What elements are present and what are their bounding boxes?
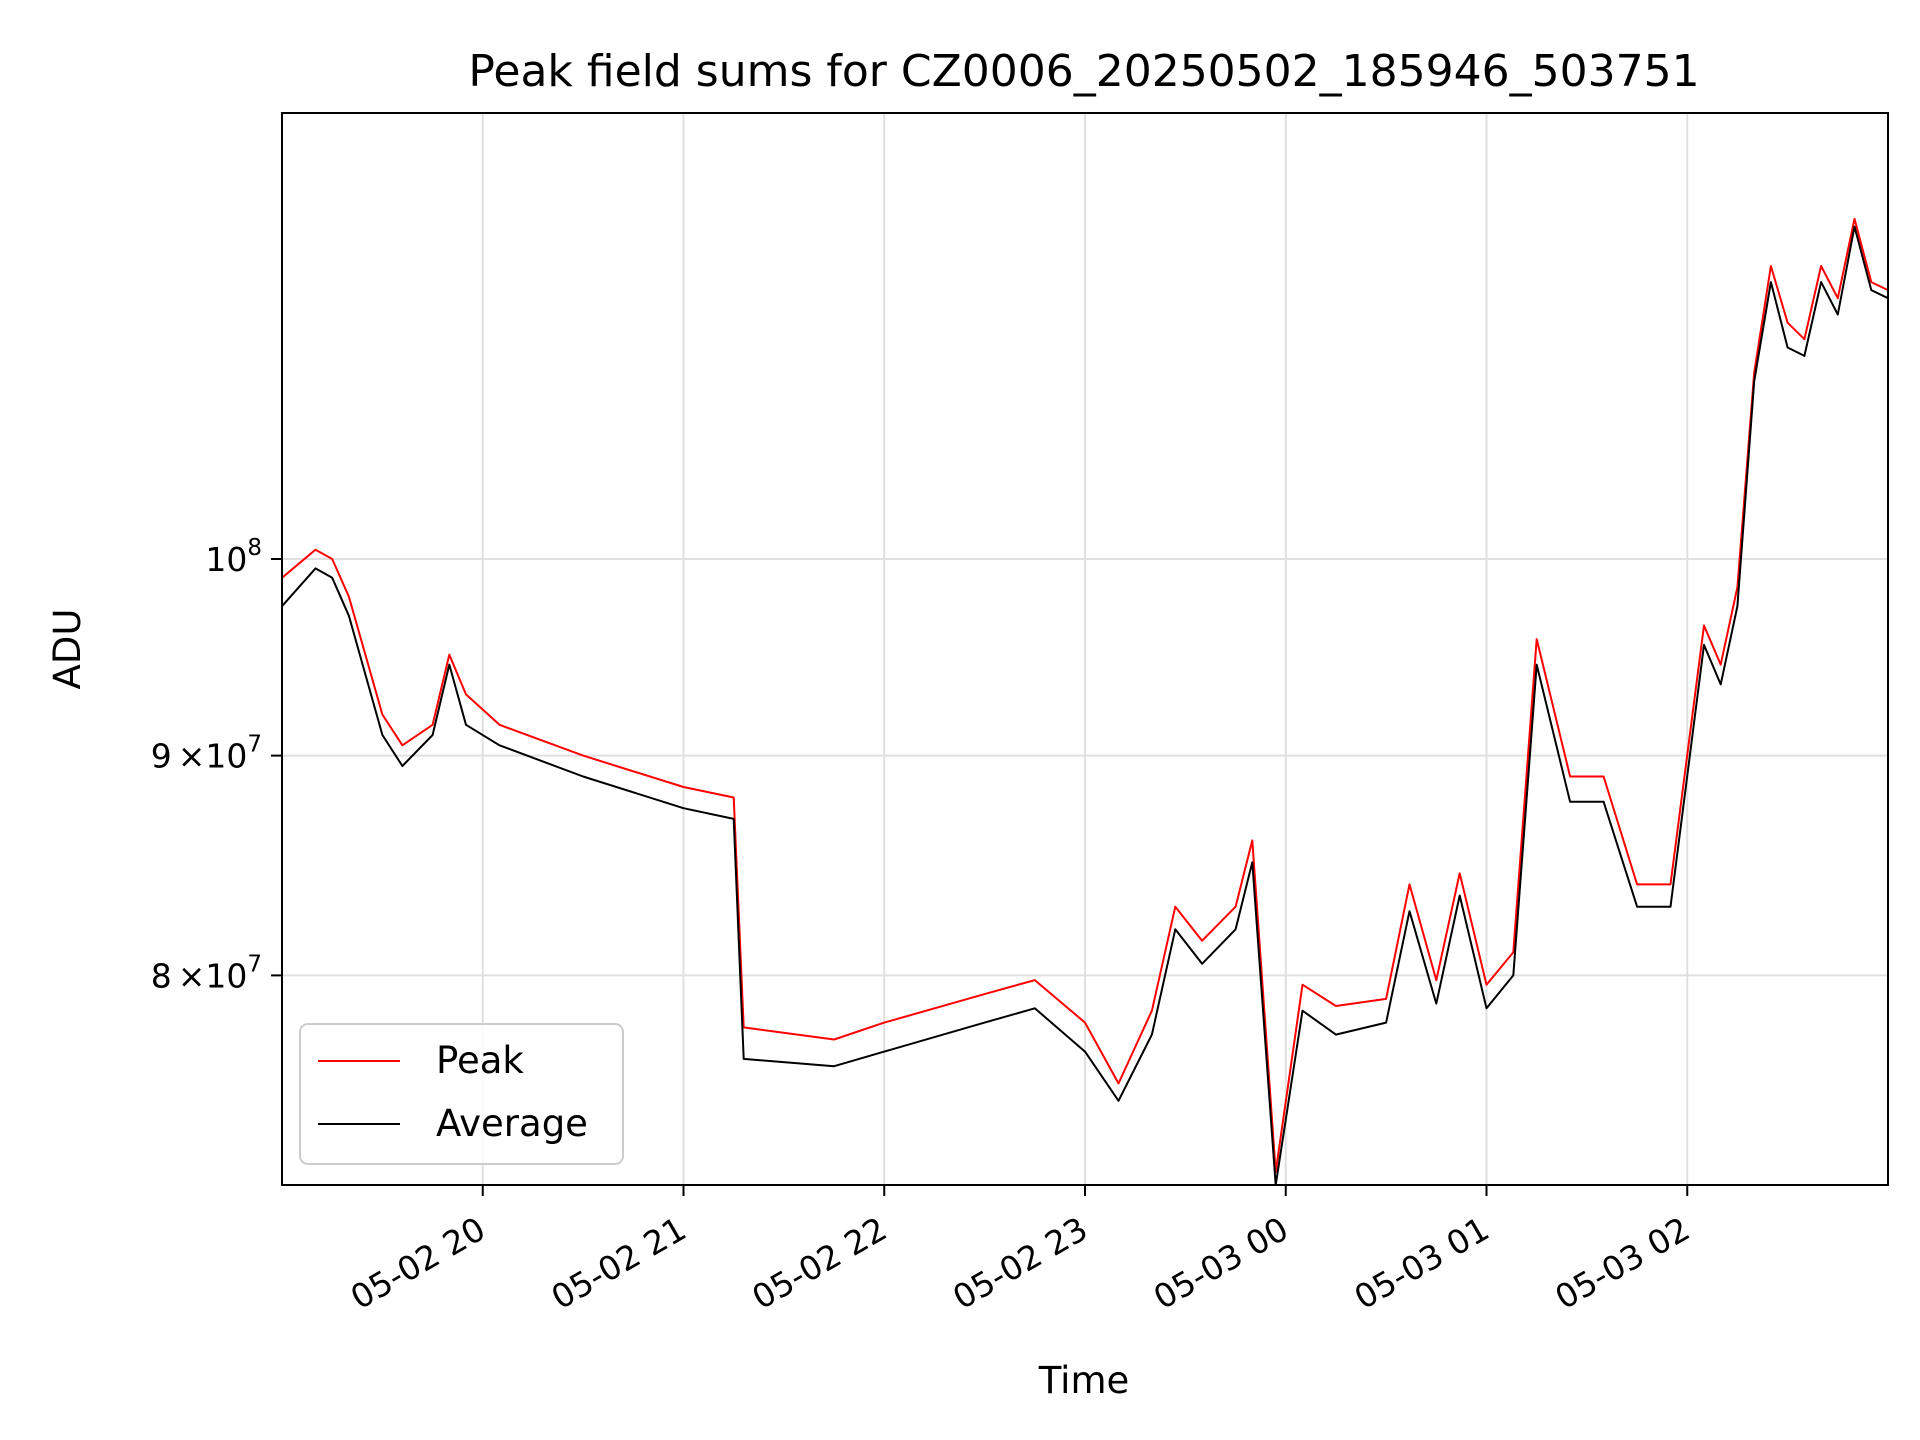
legend: Peak Average (299, 1023, 624, 1165)
legend-label-average: Average (436, 1102, 588, 1145)
y-tick-label: 108 (205, 535, 262, 579)
legend-box (299, 1023, 624, 1165)
chart-title: Peak field sums for CZ0006_20250502_1859… (468, 46, 1699, 97)
y-tick-label: 8 ×107 (151, 951, 262, 995)
x-axis-label: Time (1038, 1359, 1130, 1402)
y-axis-label: ADU (46, 609, 89, 690)
y-tick-label: 9 ×107 (151, 732, 262, 776)
legend-label-peak: Peak (436, 1039, 524, 1082)
grid (282, 113, 1888, 1185)
